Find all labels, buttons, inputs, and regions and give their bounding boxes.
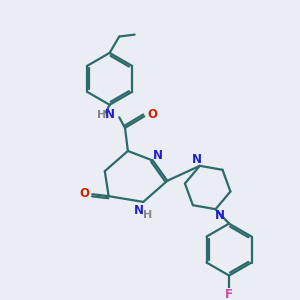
- Text: N: N: [192, 153, 202, 166]
- Text: N: N: [153, 149, 163, 162]
- Text: F: F: [225, 288, 233, 300]
- Text: O: O: [80, 187, 90, 200]
- Text: N: N: [105, 108, 115, 121]
- Text: N: N: [214, 209, 224, 222]
- Text: O: O: [147, 108, 157, 121]
- Text: H: H: [143, 210, 153, 220]
- Text: N: N: [134, 204, 143, 217]
- Text: H: H: [97, 110, 106, 120]
